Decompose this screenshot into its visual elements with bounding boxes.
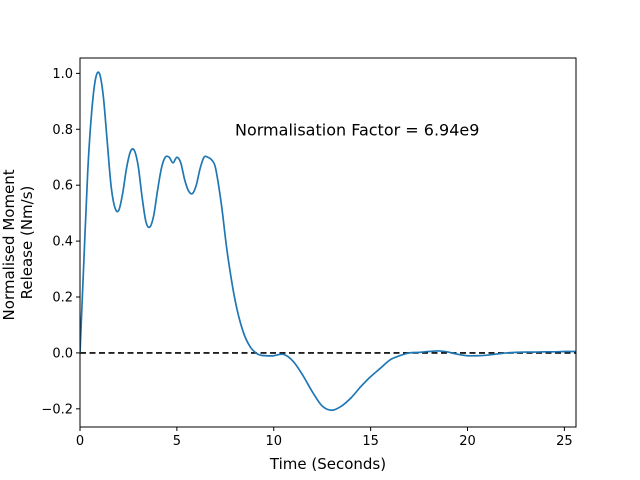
series-layer: [80, 71, 576, 412]
y-tick-label: −0.2: [41, 402, 73, 417]
y-tick-label: 0.4: [52, 235, 73, 250]
x-axis-label: Time (Seconds): [269, 455, 386, 473]
x-tick-label: 25: [556, 434, 573, 449]
normalisation-annotation: Normalisation Factor = 6.94e9: [235, 120, 479, 139]
y-axis-label: Normalised Moment Release (Nm/s): [0, 165, 36, 321]
x-tick-label: 5: [173, 434, 181, 449]
y-axis-label-line-2: Release (Nm/s): [18, 186, 36, 300]
y-tick-label: 1.0: [52, 67, 73, 82]
x-tick-label: 15: [362, 434, 379, 449]
y-tick-label: 0.0: [52, 346, 73, 361]
x-axis-ticks: 0 5 10 15 20 25: [76, 427, 573, 449]
y-tick-label: 0.2: [52, 291, 73, 306]
y-tick-label: 0.6: [52, 179, 73, 194]
plot-area-layer: [79, 57, 577, 428]
x-tick-label: 10: [265, 434, 282, 449]
series-line-0: [80, 71, 576, 412]
y-axis-ticks: −0.2 0.0 0.2 0.4 0.6 0.8 1.0: [41, 67, 80, 417]
y-axis-label-line-1: Normalised Moment: [0, 169, 18, 320]
x-tick-label: 20: [459, 434, 476, 449]
x-tick-label: 0: [76, 434, 84, 449]
plot-frame: [79, 57, 577, 428]
y-tick-label: 0.8: [52, 123, 73, 138]
